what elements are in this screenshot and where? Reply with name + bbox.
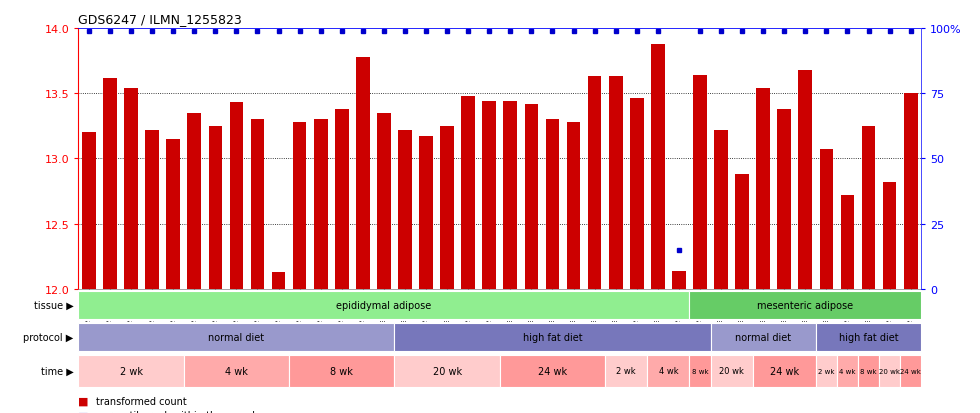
Text: 24 wk: 24 wk xyxy=(769,366,799,376)
Bar xyxy=(78,323,394,351)
Bar xyxy=(293,123,307,289)
Bar xyxy=(753,355,815,387)
Bar xyxy=(651,45,664,289)
Text: GDS6247 / ILMN_1255823: GDS6247 / ILMN_1255823 xyxy=(78,13,242,26)
Text: 20 wk: 20 wk xyxy=(879,368,900,374)
Text: ■: ■ xyxy=(78,396,89,406)
Bar xyxy=(883,183,897,289)
Bar xyxy=(841,195,855,289)
Text: 4 wk: 4 wk xyxy=(839,368,856,374)
Text: 24 wk: 24 wk xyxy=(538,366,567,376)
Text: percentile rank within the sample: percentile rank within the sample xyxy=(96,411,261,413)
Text: ■: ■ xyxy=(78,411,89,413)
Text: 2 wk: 2 wk xyxy=(818,368,835,374)
Bar xyxy=(546,120,560,289)
Bar xyxy=(837,355,858,387)
Text: transformed count: transformed count xyxy=(96,396,187,406)
Bar xyxy=(103,78,117,289)
Bar xyxy=(693,76,707,289)
Bar xyxy=(690,292,921,319)
Bar xyxy=(815,355,837,387)
Bar xyxy=(145,131,159,289)
Bar xyxy=(482,102,496,289)
Bar xyxy=(78,292,690,319)
Bar xyxy=(462,97,475,289)
Text: normal diet: normal diet xyxy=(209,332,265,342)
Bar xyxy=(904,94,917,289)
Text: 4 wk: 4 wk xyxy=(659,367,678,375)
Bar xyxy=(124,89,138,289)
Text: 8 wk: 8 wk xyxy=(692,368,709,374)
Text: 4 wk: 4 wk xyxy=(225,366,248,376)
Bar xyxy=(504,102,517,289)
Text: time ▶: time ▶ xyxy=(41,366,74,376)
Bar xyxy=(672,271,686,289)
Text: 2 wk: 2 wk xyxy=(616,367,636,375)
Bar xyxy=(819,150,833,289)
Bar xyxy=(209,126,222,289)
Bar xyxy=(861,126,875,289)
Bar xyxy=(314,120,327,289)
Text: 8 wk: 8 wk xyxy=(330,366,353,376)
Text: 8 wk: 8 wk xyxy=(860,368,877,374)
Bar xyxy=(82,133,96,289)
Bar xyxy=(710,323,816,351)
Bar xyxy=(251,120,265,289)
Bar xyxy=(78,355,184,387)
Text: normal diet: normal diet xyxy=(735,332,791,342)
Bar xyxy=(229,103,243,289)
Bar xyxy=(648,355,690,387)
Bar xyxy=(815,323,921,351)
Bar xyxy=(710,355,753,387)
Text: epididymal adipose: epididymal adipose xyxy=(336,300,431,311)
Bar xyxy=(187,114,201,289)
Text: mesenteric adipose: mesenteric adipose xyxy=(758,300,854,311)
Text: tissue ▶: tissue ▶ xyxy=(33,300,74,311)
Bar xyxy=(735,175,749,289)
Text: 20 wk: 20 wk xyxy=(719,367,744,375)
Bar xyxy=(606,355,647,387)
Bar xyxy=(440,126,454,289)
Bar xyxy=(419,137,433,289)
Text: 24 wk: 24 wk xyxy=(901,368,921,374)
Bar xyxy=(900,355,921,387)
Bar xyxy=(524,104,538,289)
Bar xyxy=(566,123,580,289)
Bar xyxy=(500,355,606,387)
Bar xyxy=(714,131,728,289)
Bar xyxy=(757,89,770,289)
Bar xyxy=(799,71,812,289)
Text: 20 wk: 20 wk xyxy=(432,366,462,376)
Bar xyxy=(394,355,500,387)
Text: 2 wk: 2 wk xyxy=(120,366,142,376)
Bar xyxy=(398,131,412,289)
Text: high fat diet: high fat diet xyxy=(522,332,582,342)
Bar xyxy=(335,109,349,289)
Bar xyxy=(777,109,791,289)
Bar xyxy=(609,77,622,289)
Bar xyxy=(356,57,369,289)
Bar xyxy=(858,355,879,387)
Bar xyxy=(588,77,602,289)
Bar xyxy=(630,99,644,289)
Bar xyxy=(289,355,394,387)
Text: high fat diet: high fat diet xyxy=(839,332,899,342)
Bar xyxy=(394,323,710,351)
Bar xyxy=(879,355,901,387)
Bar xyxy=(377,114,391,289)
Text: protocol ▶: protocol ▶ xyxy=(24,332,74,342)
Bar xyxy=(183,355,289,387)
Bar xyxy=(271,272,285,289)
Bar xyxy=(690,355,710,387)
Bar xyxy=(167,140,180,289)
